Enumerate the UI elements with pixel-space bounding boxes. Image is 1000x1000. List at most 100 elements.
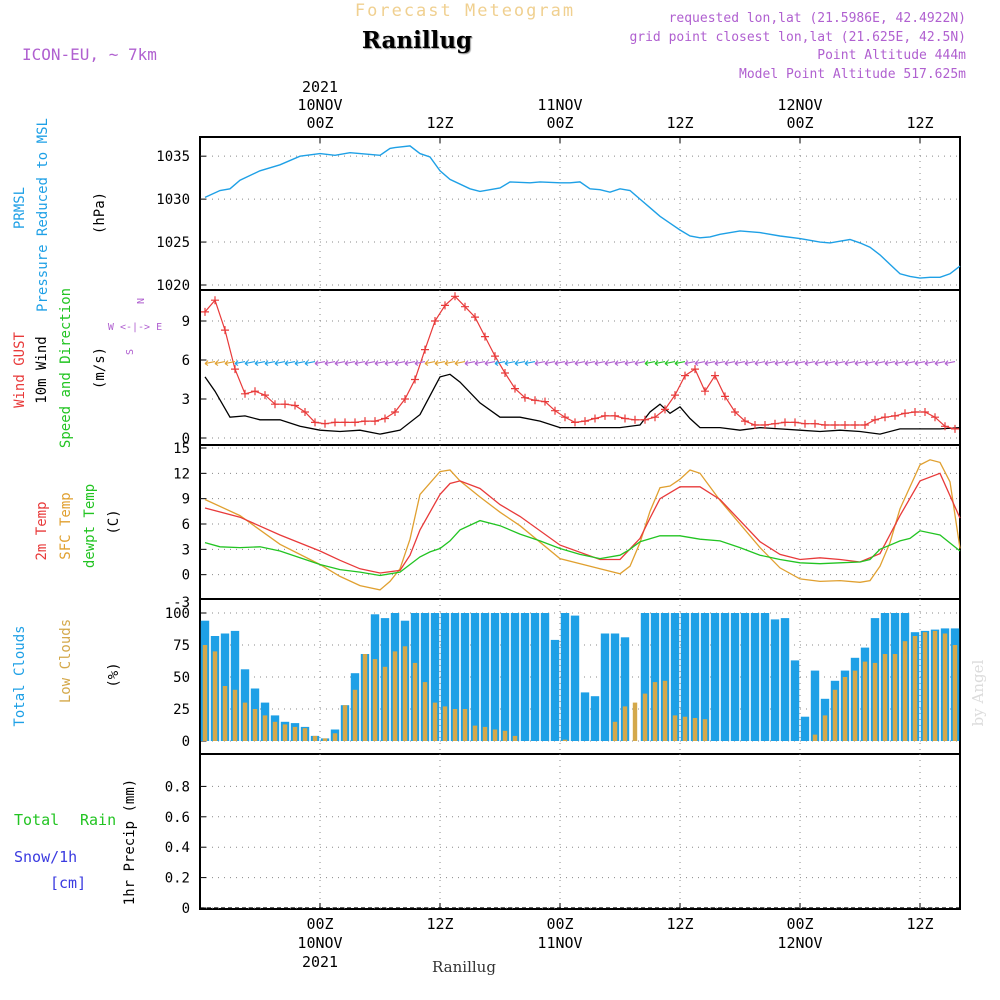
wind-direction-arrow <box>514 360 526 367</box>
top-time-label: 12Z <box>666 114 693 132</box>
wind-direction-arrow <box>884 360 896 367</box>
wind-direction-arrow <box>284 360 296 367</box>
wind-gust-marker <box>821 421 829 429</box>
wind-direction-arrow <box>604 360 616 367</box>
total-cloud-bar <box>470 613 480 741</box>
wind-direction-arrow <box>314 360 326 367</box>
wind-gust-marker <box>881 413 889 422</box>
temp-label-dew: dewpt Temp <box>82 484 98 568</box>
top-time-label: 12NOV <box>777 96 822 114</box>
wind-direction-arrow <box>274 360 286 367</box>
total-cloud-bar <box>550 639 560 741</box>
wind-gust-marker <box>631 415 639 424</box>
wind-direction-arrow <box>524 360 536 367</box>
total-cloud-bar <box>700 613 710 741</box>
wind-direction-arrow <box>214 360 226 367</box>
total-cloud-bar <box>480 613 490 741</box>
wind-direction-arrow <box>584 360 596 367</box>
wind-gust-marker <box>861 421 869 429</box>
bottom-time-label: 00Z <box>306 915 333 933</box>
wind-gust-marker <box>411 375 419 384</box>
wind-gust-marker <box>451 292 459 301</box>
top-time-label: 12Z <box>906 114 933 132</box>
top-time-label: 00Z <box>306 114 333 132</box>
wind-gust-marker <box>311 418 319 427</box>
wind-direction-arrow <box>624 360 636 367</box>
wind-gust-marker <box>951 424 959 433</box>
y-tick-label: 9 <box>182 314 190 330</box>
low-cloud-bar <box>692 718 698 741</box>
wind-direction-arrow <box>464 360 476 367</box>
wind-direction-arrow <box>204 360 216 367</box>
low-cloud-bar <box>412 662 418 741</box>
wind-gust-marker <box>741 417 749 426</box>
temp-panel-frame <box>199 444 961 600</box>
wind-direction-arrow <box>684 360 696 367</box>
low-cloud-bar <box>702 719 708 741</box>
wind-direction-arrow <box>644 360 656 367</box>
watermark: by Angel <box>969 659 987 726</box>
low-cloud-bar <box>452 709 458 741</box>
wind-gust-marker <box>811 419 819 428</box>
cloud-label-low: Low Clouds <box>58 619 74 703</box>
wind-gust-marker <box>791 418 799 427</box>
top-time-label: 00Z <box>546 114 573 132</box>
wind-gust-marker <box>911 408 919 416</box>
low-cloud-bar <box>352 689 358 741</box>
wind-gust-marker <box>481 332 489 341</box>
wind-gust-marker <box>421 345 429 354</box>
low-cloud-bar <box>892 654 898 741</box>
wind-gust-marker <box>301 408 309 416</box>
grid-lines <box>200 137 960 909</box>
wind-gust-marker <box>341 418 349 427</box>
wind-gust-marker <box>391 408 399 416</box>
wind-gust-marker <box>731 408 739 416</box>
y-tick-label: 0.6 <box>165 810 190 826</box>
wind-gust-marker <box>651 413 659 422</box>
total-cloud-bar <box>810 670 820 741</box>
compass-west-east: W <-|-> E <box>108 322 162 333</box>
wind-direction-arrow <box>864 360 876 367</box>
top-time-label: 00Z <box>786 114 813 132</box>
top-time-label: 12Z <box>426 114 453 132</box>
low-cloud-bar <box>242 702 248 741</box>
footer-station: Ranillug <box>432 958 496 976</box>
cloud-unit: (%) <box>106 662 122 687</box>
y-tick-label: 0.4 <box>165 840 190 856</box>
y-tick-label: 25 <box>173 702 190 718</box>
low-cloud-bar <box>912 636 918 741</box>
wind-direction-arrow <box>664 360 676 367</box>
wind-gust-marker <box>941 422 949 431</box>
wind-direction-arrow <box>444 360 456 367</box>
wind-direction-arrow <box>264 360 276 367</box>
wind-gust-marker <box>831 421 839 429</box>
total-cloud-bar <box>620 637 630 741</box>
wind-gust-marker <box>381 414 389 423</box>
low-cloud-bar <box>632 702 638 741</box>
wind-direction-arrow <box>874 360 886 367</box>
wind-gust-marker <box>841 421 849 429</box>
wind-gust-marker <box>781 418 789 427</box>
wind-direction-arrow <box>844 360 856 367</box>
wind-gust-marker <box>591 414 599 423</box>
wind-direction-arrow <box>694 360 706 367</box>
bottom-time-label: 00Z <box>546 915 573 933</box>
y-tick-label: 9 <box>182 492 190 508</box>
bottom-time-label: 12NOV <box>777 934 822 952</box>
low-cloud-bar <box>402 646 408 741</box>
y-tick-label: 6 <box>182 353 190 369</box>
wind-direction-arrow <box>634 360 646 367</box>
total-cloud-bar <box>710 613 720 741</box>
y-tick-label: 1030 <box>156 192 190 208</box>
low-cloud-bar <box>942 633 948 741</box>
wind-gust-marker <box>801 419 809 428</box>
low-cloud-bar <box>322 738 328 741</box>
wind-direction-arrow <box>894 360 906 367</box>
wind-gust-marker <box>671 391 679 400</box>
y-tick-label: 0 <box>182 568 190 584</box>
total-cloud-bar <box>600 633 610 741</box>
total-cloud-bar <box>770 619 780 741</box>
total-cloud-bar <box>560 613 570 741</box>
wind-gust-marker <box>561 413 569 422</box>
